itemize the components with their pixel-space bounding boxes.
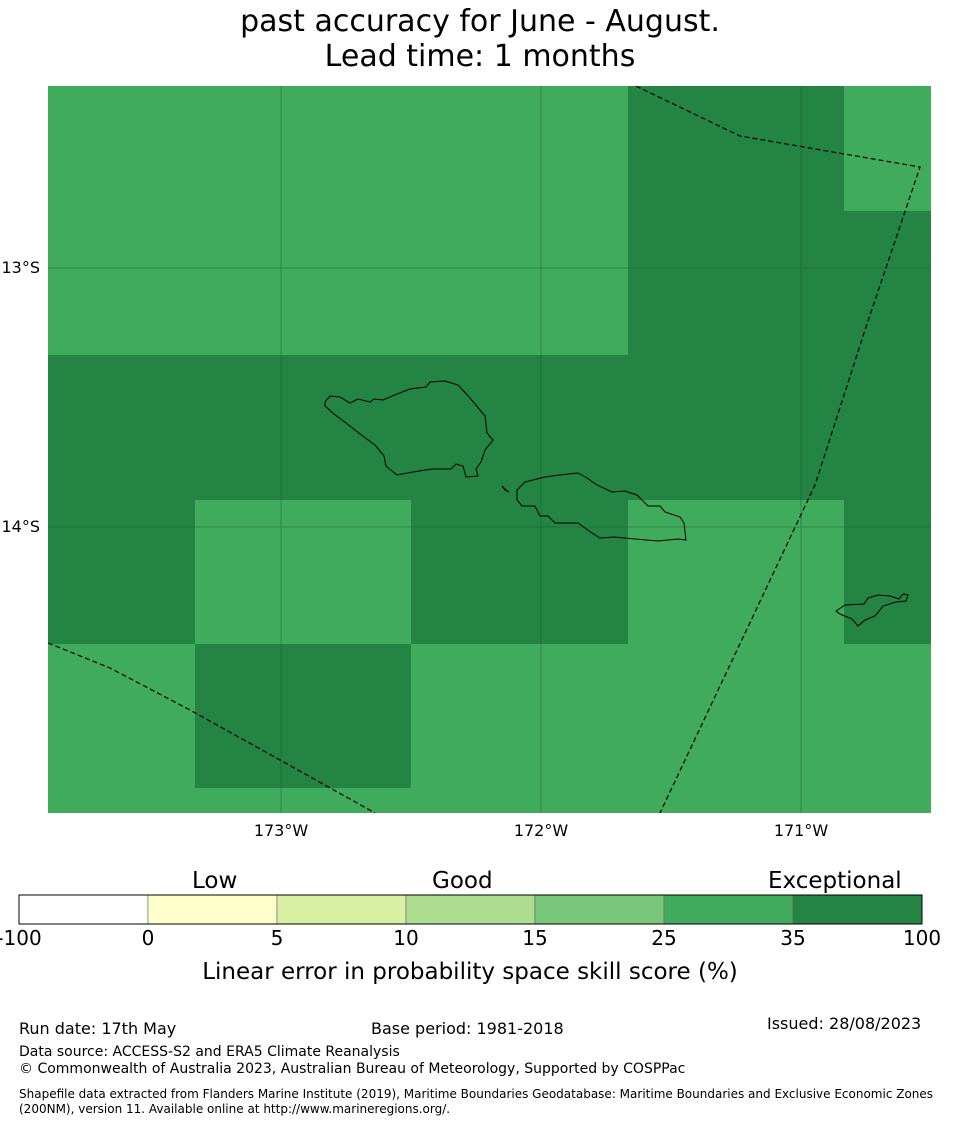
map-title-line1: past accuracy for June - August.: [240, 4, 720, 39]
run-date: Run date: 17th May: [19, 1019, 177, 1038]
colorbar-segment: [405, 894, 536, 925]
colorbar-segment: [276, 894, 407, 925]
colorbar-tick-label: 25: [651, 926, 677, 950]
skill-map: [48, 86, 931, 813]
skill-cell: [411, 500, 628, 644]
colorbar-segment: [18, 894, 149, 925]
skill-cell: [628, 86, 844, 211]
savaii-island: [324, 380, 494, 478]
manono-island: [501, 485, 510, 493]
colorbar-segment: [663, 894, 794, 925]
lon-label-172w: 172°W: [513, 821, 569, 840]
colorbar-tick-label: 5: [270, 926, 284, 950]
colorbar-tick-label: 35: [780, 926, 806, 950]
skill-cell: [48, 355, 931, 500]
tutuila-island: [835, 593, 909, 627]
colorbar-tick-label: 15: [522, 926, 548, 950]
lat-label-13s: 13°S: [1, 258, 40, 277]
colorbar-label-low: Low: [192, 868, 238, 894]
colorbar-tick-label: 10: [393, 926, 419, 950]
lon-label-173w: 173°W: [253, 821, 309, 840]
copyright: © Commonwealth of Australia 2023, Austra…: [19, 1061, 686, 1077]
skill-cell: [48, 500, 195, 644]
colorbar-label-good: Good: [432, 868, 493, 894]
skill-cell: [195, 644, 411, 788]
colorbar-segment: [147, 894, 278, 925]
colorbar-tick-label: -100: [0, 926, 42, 950]
colorbar-label-exceptional: Exceptional: [768, 868, 902, 894]
shapefile-note: Shapefile data extracted from Flanders M…: [19, 1087, 934, 1116]
colorbar-segment: [534, 894, 665, 925]
lat-label-14s: 14°S: [1, 517, 40, 536]
colorbar: [18, 894, 923, 925]
issued-date: Issued: 28/08/2023: [767, 1014, 922, 1033]
eez-boundary: [48, 86, 921, 813]
base-period: Base period: 1981-2018: [371, 1019, 564, 1038]
colorbar-segment: [792, 894, 923, 925]
map-title-line2: Lead time: 1 months: [324, 39, 636, 74]
colorbar-tick-label: 0: [141, 926, 155, 950]
lon-label-171w: 171°W: [773, 821, 829, 840]
graticule: [48, 86, 931, 813]
islands: [324, 380, 909, 627]
data-source: Data source: ACCESS-S2 and ERA5 Climate …: [19, 1044, 400, 1060]
colorbar-tick-label: 100: [902, 926, 942, 950]
colorbar-title: Linear error in probability space skill …: [202, 959, 738, 985]
skill-cell: [844, 500, 931, 644]
upolu-island: [516, 472, 687, 542]
